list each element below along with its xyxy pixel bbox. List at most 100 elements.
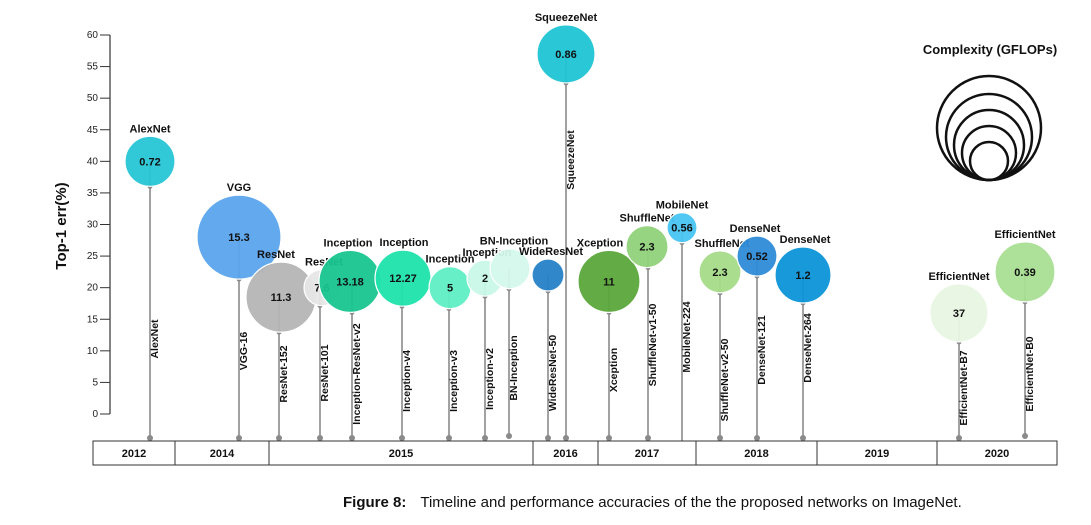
- bubble: [774, 246, 832, 304]
- y-tick-label: 35: [87, 188, 99, 199]
- bubble-name-label: MobileNet: [656, 200, 709, 212]
- bubble-name-label: Inception: [380, 237, 429, 249]
- bubble-name-label: EfficientNet: [928, 271, 989, 283]
- stem-label: DenseNet-264: [802, 313, 814, 383]
- legend-title: Complexity (GFLOPs): [923, 42, 1057, 57]
- complexity-legend: Complexity (GFLOPs): [923, 42, 1057, 182]
- bubble: [994, 241, 1056, 303]
- year-label: 2016: [553, 448, 577, 460]
- bubble-name-label: ShuffleNet: [695, 238, 750, 250]
- stem-base-dot: [399, 435, 405, 441]
- stem-label: ShuffleNet-v2-50: [719, 338, 731, 421]
- y-axis-title: Top-1 err(%): [53, 182, 70, 269]
- bubble-gflops-value: 1.2: [795, 270, 810, 282]
- stem-label: ResNet-152: [278, 345, 290, 402]
- legend-size-circle: [944, 92, 1034, 182]
- y-tick-label: 50: [87, 93, 99, 104]
- bubble: [196, 194, 282, 280]
- bubble: [536, 24, 596, 84]
- bubble-gflops-value: 13.18: [336, 276, 364, 288]
- bubble-gflops-value: 37: [953, 308, 965, 320]
- bubble: [577, 249, 641, 313]
- stem-label: VGG-16: [238, 332, 250, 371]
- legend-size-circle: [960, 124, 1018, 182]
- bubble-gflops-value: 0.86: [555, 49, 576, 61]
- year-timeline: 2012 2014 2015 2016 2017 2018 2019 2020: [92, 440, 1058, 466]
- stem-base-dot: [800, 435, 806, 441]
- bubble-gflops-value: 2.3: [639, 242, 654, 254]
- stem-label: WideResNet-50: [547, 335, 559, 412]
- year-label: 2014: [210, 448, 235, 460]
- stem-label: Inception-ResNet-v2: [351, 323, 363, 425]
- bubble-gflops-value: 2: [482, 273, 488, 285]
- y-tick-label: 45: [87, 125, 99, 136]
- y-tick-label: 30: [87, 220, 99, 231]
- bubble-name-label: BN-Inception: [480, 236, 549, 248]
- bubble-gflops-value: 2.3: [712, 267, 727, 279]
- bubble: [625, 225, 669, 269]
- bubble-name-label: VGG: [227, 182, 251, 194]
- stem-base-dot: [317, 435, 323, 441]
- y-tick-label: 0: [92, 409, 98, 420]
- caption-label: Figure 8:: [343, 494, 407, 511]
- stem-label: Inception-v3: [448, 350, 460, 412]
- stem-base-dot: [147, 435, 153, 441]
- y-tick-label: 40: [87, 156, 99, 167]
- y-axis: 0 5 10 15 20 25 30 35 40 45 50 55 60: [87, 30, 111, 420]
- stem-base-dot: [645, 435, 651, 441]
- bubble-name-label: WideResNet: [519, 246, 583, 258]
- stem-base-dot: [1022, 433, 1028, 439]
- bubble: [531, 258, 565, 292]
- stem-base-dot: [956, 435, 962, 441]
- stem-label: Inception-v2: [484, 348, 496, 410]
- bubble-gflops-value: 0.56: [671, 223, 692, 235]
- caption-text: Timeline and performance accuracies of t…: [420, 494, 962, 511]
- y-tick-label: 15: [87, 314, 99, 325]
- stem-base-dot: [506, 433, 512, 439]
- year-bin: [695, 440, 818, 466]
- bubble-name-label: EfficientNet: [994, 229, 1055, 241]
- year-bin: [268, 440, 534, 466]
- stem-base-dot: [606, 435, 612, 441]
- stem-label: Xception: [608, 348, 620, 392]
- year-bin: [532, 440, 599, 466]
- stem-base-dot: [754, 435, 760, 441]
- stem-label: Inception-v4: [401, 350, 413, 412]
- stem-base-dot: [446, 435, 452, 441]
- stem-base-dot: [717, 435, 723, 441]
- legend-size-circle: [935, 74, 1043, 182]
- bubble-name-label: Inception: [426, 254, 475, 266]
- stem-base-dot: [236, 435, 242, 441]
- stem-label: ShuffleNet-v1-50: [647, 303, 659, 386]
- y-tick-label: 20: [87, 283, 99, 294]
- stem-base-dot: [349, 435, 355, 441]
- y-tick-label: 25: [87, 251, 99, 262]
- bubble-gflops-value: 0.72: [139, 156, 160, 168]
- bubble-name-label: AlexNet: [130, 123, 171, 135]
- bubble-name-label: Xception: [577, 237, 624, 249]
- figure-caption: Figure 8: Timeline and performance accura…: [343, 494, 962, 511]
- bubble: [736, 235, 778, 277]
- bubble-gflops-value: 0.39: [1014, 267, 1035, 279]
- year-bin: [174, 440, 270, 466]
- legend-size-circle: [968, 140, 1010, 182]
- stem-base-dot: [545, 435, 551, 441]
- year-label: 2020: [985, 448, 1009, 460]
- bubble-name-label: Inception: [324, 237, 373, 249]
- stem-label: BN-Inception: [508, 335, 520, 400]
- year-label: 2017: [635, 448, 659, 460]
- bubble-name-label: DenseNet: [730, 223, 781, 235]
- year-label: 2019: [865, 448, 889, 460]
- y-tick-label: 55: [87, 62, 99, 73]
- stem-label: DenseNet-121: [756, 315, 768, 385]
- year-bin: [597, 440, 697, 466]
- bubble: [124, 135, 176, 187]
- bubble-gflops-value: 0.52: [746, 251, 767, 263]
- bubble-gflops-value: 12.27: [389, 273, 417, 285]
- stem-label: SqueezeNet: [565, 130, 577, 190]
- bubble-name-label: SqueezeNet: [535, 12, 598, 24]
- bubble: [929, 283, 989, 343]
- bubble-gflops-value: 11: [603, 276, 615, 288]
- bubble: [666, 212, 698, 244]
